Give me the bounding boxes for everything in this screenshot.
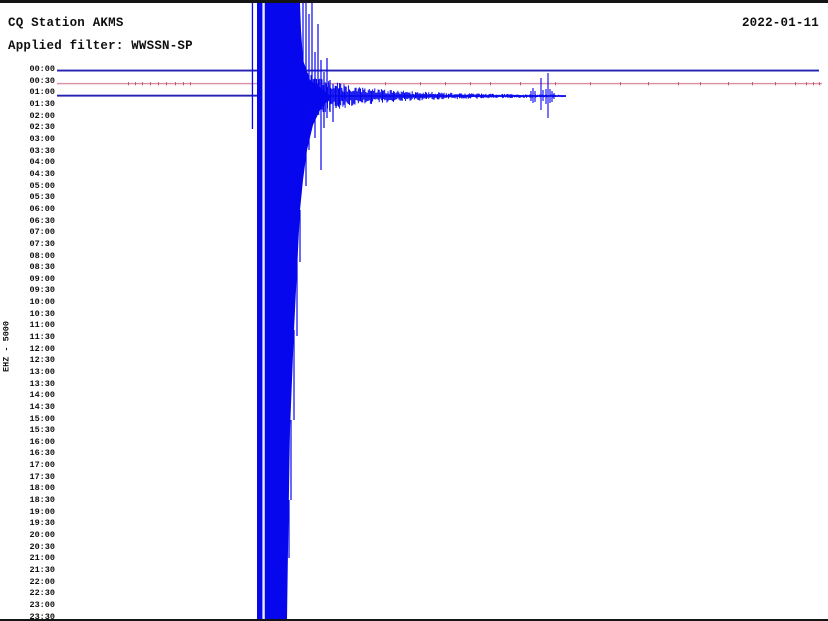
time-label: 19:00 xyxy=(29,506,55,517)
time-label: 18:30 xyxy=(29,495,55,506)
time-label: 10:00 xyxy=(29,297,55,308)
coda-center-line xyxy=(267,95,566,97)
time-label: 16:00 xyxy=(29,436,55,447)
red-noise-tick xyxy=(150,82,151,86)
coda-fuzz xyxy=(299,69,566,117)
red-noise-tick xyxy=(775,82,776,86)
red-noise-tick xyxy=(555,82,556,86)
red-noise-tick xyxy=(470,82,471,86)
top-border xyxy=(0,0,828,3)
red-noise-tick xyxy=(135,82,136,86)
red-noise-tick xyxy=(175,82,176,86)
time-axis: 00:00 00:30 01:00 01:30 02:00 02:30 03:00 03:30… xyxy=(0,0,55,621)
time-label: 01:30 xyxy=(29,99,55,110)
red-noise-tick xyxy=(385,82,386,86)
time-label: 22:30 xyxy=(29,588,55,599)
event-clipped-band xyxy=(257,3,331,619)
red-noise-tick xyxy=(620,82,621,86)
time-label: 02:30 xyxy=(29,122,55,133)
red-noise-tick xyxy=(142,82,143,86)
time-label: 16:30 xyxy=(29,448,55,459)
time-label: 14:00 xyxy=(29,390,55,401)
red-noise-tick xyxy=(128,82,129,86)
trace-row-0030 xyxy=(57,82,822,85)
applied-filter-label: Applied filter: WWSSN-SP xyxy=(8,39,193,53)
time-label: 13:30 xyxy=(29,378,55,389)
onset-spike-line xyxy=(251,3,254,129)
time-label: 09:00 xyxy=(29,273,55,284)
time-label: 19:30 xyxy=(29,518,55,529)
time-label: 15:00 xyxy=(29,413,55,424)
time-label: 12:30 xyxy=(29,355,55,366)
red-noise-tick xyxy=(190,82,191,86)
red-noise-tick xyxy=(678,82,679,86)
time-label: 08:00 xyxy=(29,250,55,261)
time-label: 01:00 xyxy=(29,87,55,98)
time-label: 09:30 xyxy=(29,285,55,296)
time-label: 17:00 xyxy=(29,460,55,471)
time-label: 04:00 xyxy=(29,157,55,168)
time-label: 14:30 xyxy=(29,401,55,412)
red-noise-tick xyxy=(490,82,491,86)
time-label: 08:30 xyxy=(29,262,55,273)
time-label: 21:00 xyxy=(29,553,55,564)
band-gap-stripe xyxy=(262,3,265,619)
time-label: 11:30 xyxy=(29,332,55,343)
time-label: 15:30 xyxy=(29,425,55,436)
time-label: 07:30 xyxy=(29,238,55,249)
time-label: 06:00 xyxy=(29,203,55,214)
red-noise-tick xyxy=(420,82,421,86)
time-label: 10:30 xyxy=(29,308,55,319)
time-label: 03:00 xyxy=(29,134,55,145)
time-label: 00:30 xyxy=(29,75,55,86)
time-label: 12:00 xyxy=(29,343,55,354)
time-label: 17:30 xyxy=(29,471,55,482)
station-title: CQ Station AKMS xyxy=(8,16,124,30)
red-noise-tick xyxy=(166,82,167,86)
time-label: 05:00 xyxy=(29,180,55,191)
time-label: 18:00 xyxy=(29,483,55,494)
bottom-border xyxy=(0,618,828,621)
red-noise-tick xyxy=(700,82,701,86)
time-label: 02:00 xyxy=(29,110,55,121)
time-label: 06:30 xyxy=(29,215,55,226)
red-noise-tick xyxy=(158,82,159,86)
red-noise-tick xyxy=(590,82,591,86)
date-label: 2022-01-11 xyxy=(741,16,819,30)
red-noise-tick xyxy=(752,82,753,86)
trace-row-0000 xyxy=(57,69,819,72)
time-label: 03:30 xyxy=(29,145,55,156)
red-noise-tick xyxy=(445,82,446,86)
red-noise-tick xyxy=(806,82,807,86)
time-label: 23:30 xyxy=(29,611,55,621)
time-label: 11:00 xyxy=(29,320,55,331)
time-label: 00:00 xyxy=(29,64,55,75)
red-noise-tick xyxy=(648,82,649,86)
time-label: 13:00 xyxy=(29,366,55,377)
time-label: 05:30 xyxy=(29,192,55,203)
red-noise-tick xyxy=(819,82,820,86)
time-label: 21:30 xyxy=(29,564,55,575)
time-label: 04:30 xyxy=(29,169,55,179)
red-noise-tick xyxy=(813,82,814,86)
trace-row-0100 xyxy=(57,94,268,97)
time-label: 22:00 xyxy=(29,576,55,587)
time-label: 20:30 xyxy=(29,541,55,552)
red-noise-tick xyxy=(728,82,729,86)
red-noise-tick xyxy=(183,82,184,86)
red-noise-tick xyxy=(520,82,521,86)
red-noise-tick xyxy=(795,82,796,86)
time-label: 23:00 xyxy=(29,599,55,610)
time-label: 07:00 xyxy=(29,227,55,238)
time-label: 20:00 xyxy=(29,530,55,540)
